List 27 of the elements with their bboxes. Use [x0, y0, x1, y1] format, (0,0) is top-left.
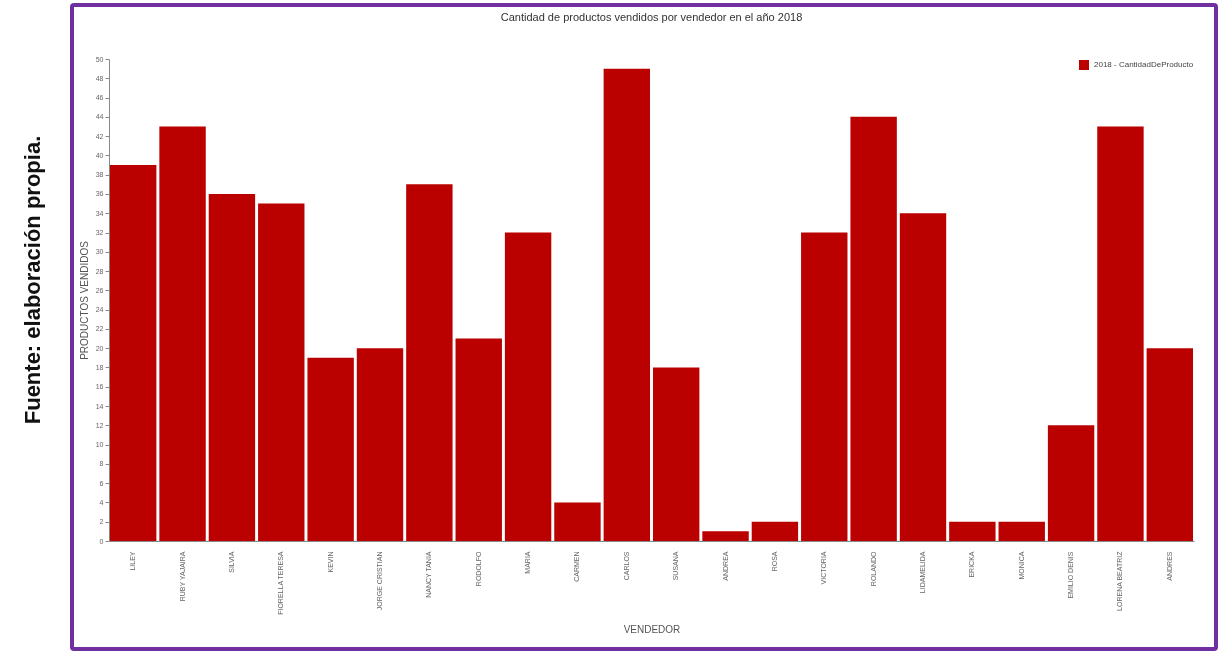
bar — [307, 357, 354, 541]
bar — [652, 367, 700, 541]
bar — [949, 521, 996, 541]
bar — [109, 165, 157, 541]
bar — [1097, 126, 1144, 541]
bar — [504, 232, 552, 541]
bar — [751, 521, 799, 541]
bar — [1146, 348, 1194, 541]
bar — [258, 203, 305, 541]
bar — [850, 116, 897, 541]
bar — [998, 521, 1045, 541]
bar — [455, 338, 502, 541]
bar — [899, 213, 947, 541]
bar — [1047, 425, 1095, 541]
x-axis-title: VENDEDOR — [623, 624, 681, 636]
bar — [554, 502, 601, 541]
legend-label: 2018 - CantidadDeProducto — [1094, 60, 1194, 69]
bar — [356, 348, 404, 541]
bar — [406, 184, 453, 541]
bar — [603, 68, 651, 541]
chart-title: Cantidad de productos vendidos por vendedor en el año 2018 — [500, 11, 803, 23]
bar — [208, 193, 256, 541]
source-note: Fuente: elaboración propia. — [20, 135, 46, 425]
y-axis-title: PRODUCTOS VENDIDOS — [78, 240, 90, 360]
bar — [801, 232, 848, 541]
bar — [159, 126, 206, 541]
bar — [702, 531, 749, 541]
